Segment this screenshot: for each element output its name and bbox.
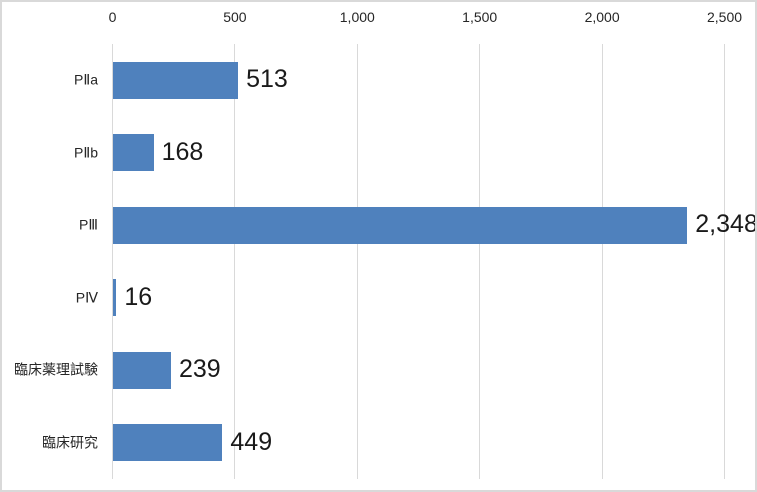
gridline — [112, 44, 113, 479]
x-axis-tick-label: 2,000 — [584, 9, 620, 25]
value-label: 2,348 — [695, 210, 757, 239]
gridline — [601, 44, 603, 479]
x-axis-tick-label: 2,500 — [706, 9, 743, 25]
x-axis-tick-label: 1,000 — [339, 9, 375, 25]
gridline — [724, 44, 725, 479]
x-axis-tick-label: 500 — [223, 9, 247, 25]
bar — [112, 279, 117, 317]
category-label: PⅡa — [73, 71, 98, 88]
value-label: 239 — [179, 355, 221, 384]
gridline — [234, 44, 236, 479]
gridline — [479, 44, 481, 479]
bar — [112, 61, 239, 99]
category-label: PⅡb — [73, 144, 98, 161]
value-label: 168 — [161, 137, 204, 166]
value-label: 16 — [124, 282, 153, 311]
gridline — [356, 44, 358, 479]
category-label: PⅣ — [75, 289, 98, 306]
value-label: 449 — [230, 427, 273, 456]
x-axis-tick-label: 0 — [108, 9, 117, 25]
category-label: PⅢ — [79, 216, 98, 233]
value-label: 513 — [246, 65, 288, 94]
bar — [112, 206, 688, 244]
x-axis-tick-label: 1,500 — [462, 9, 498, 25]
bar — [112, 134, 154, 172]
category-label: 臨床薬理試験 — [14, 361, 98, 378]
category-label: 臨床研究 — [42, 434, 98, 451]
bar — [112, 351, 171, 389]
bar — [112, 424, 223, 462]
